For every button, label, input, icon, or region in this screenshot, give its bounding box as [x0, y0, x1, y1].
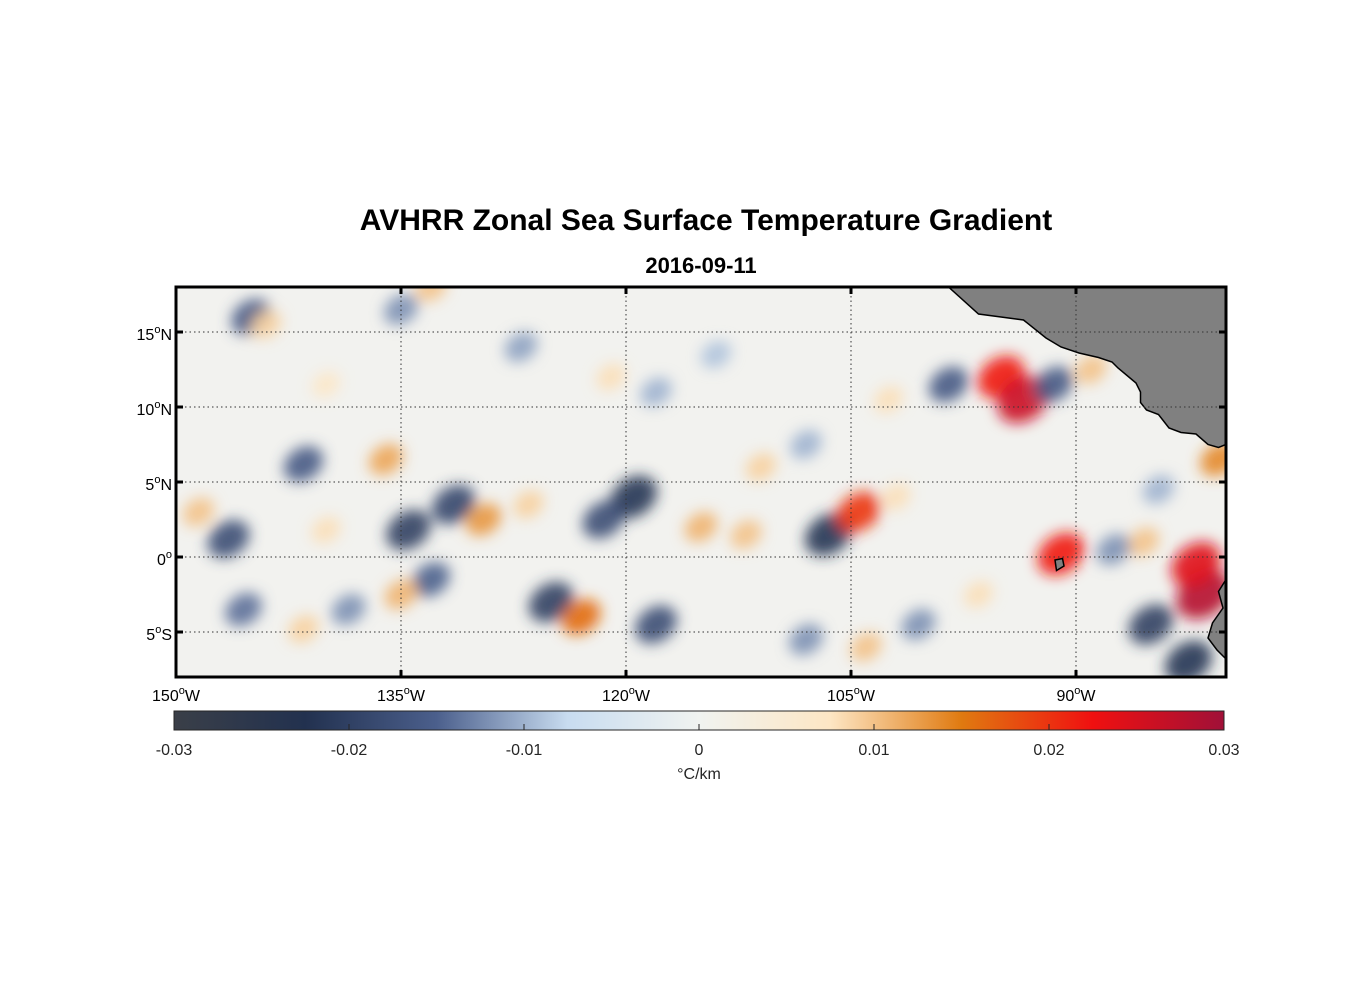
colorbar-tick-label: -0.03	[156, 742, 193, 759]
cold-gradient-patch	[635, 605, 677, 644]
cold-gradient-patch	[790, 430, 822, 459]
colorbar: -0.03 -0.02 -0.01 0 0.01 0.02 0.03 °C/km	[156, 710, 1240, 783]
warm-gradient-patch	[963, 581, 994, 608]
lon-tick-label: 90oW	[1056, 685, 1096, 705]
lon-tick-label: 135oW	[377, 685, 426, 705]
warm-gradient-patch	[1171, 542, 1221, 587]
colorbar-tick-label: 0	[695, 742, 704, 759]
cold-gradient-patch	[582, 500, 625, 539]
warm-gradient-patch	[850, 632, 882, 662]
warm-gradient-patch	[288, 615, 319, 643]
warm-gradient-patch	[561, 599, 601, 635]
cold-gradient-patch	[1033, 366, 1074, 403]
warm-gradient-patch	[596, 363, 626, 391]
warm-gradient-patch	[513, 490, 544, 519]
warm-gradient-patch	[465, 503, 502, 536]
warm-gradient-patch	[730, 520, 762, 549]
cold-gradient-patch	[928, 366, 969, 403]
warm-gradient-patch	[1075, 355, 1107, 384]
warm-gradient-patch	[881, 483, 911, 511]
warm-gradient-patch	[873, 386, 904, 413]
cold-gradient-patch	[1128, 604, 1174, 645]
cold-gradient-patch	[207, 519, 250, 559]
cold-gradient-patch	[528, 581, 574, 623]
cold-gradient-patch	[431, 484, 476, 525]
cold-gradient-patch	[386, 509, 431, 551]
cold-gradient-patch	[1165, 640, 1212, 677]
south-america-landmass	[1207, 578, 1226, 677]
lon-tick-label: 120oW	[602, 685, 651, 705]
cold-gradient-patch	[331, 593, 366, 626]
chart-subtitle: 2016-09-11	[645, 253, 757, 278]
warm-gradient-patch	[415, 287, 447, 302]
lat-tick-label: 15oN	[137, 324, 172, 344]
colorbar-tick-label: 0.03	[1208, 742, 1239, 759]
warm-gradient-patch	[1037, 532, 1085, 576]
cold-gradient-patch	[700, 340, 732, 369]
warm-gradient-patch	[684, 511, 718, 543]
cold-gradient-patch	[411, 562, 451, 597]
warm-gradient-patch	[1200, 442, 1226, 477]
land-mask	[947, 287, 1226, 677]
cold-gradient-patch	[225, 592, 262, 627]
warm-gradient-patch	[1127, 527, 1160, 557]
colorbar-tick-label: -0.02	[331, 742, 368, 759]
warm-gradient-patch	[250, 310, 282, 339]
warm-gradient-patch	[311, 516, 341, 544]
colorbar-tick-label: 0.01	[858, 742, 889, 759]
colorbar-unit-label: °C/km	[677, 766, 721, 783]
warm-gradient-patch	[182, 497, 215, 527]
chart-title: AVHRR Zonal Sea Surface Temperature Grad…	[359, 204, 1053, 237]
lat-tick-label: 0o	[157, 549, 172, 569]
warm-gradient-patch	[312, 371, 340, 398]
lat-tick-label: 5oN	[145, 474, 172, 494]
colorbar-tick-label: -0.01	[506, 742, 543, 759]
colorbar-tick-label: 0.02	[1033, 742, 1064, 759]
galapagos-island	[1054, 557, 1065, 572]
lat-tick-label: 10oN	[137, 399, 172, 419]
warm-gradient-patch	[368, 443, 404, 476]
cold-gradient-patch	[504, 331, 538, 363]
lon-tick-label: 105oW	[827, 685, 876, 705]
cold-gradient-patch	[640, 377, 672, 407]
warm-gradient-patch	[745, 453, 777, 481]
lat-tick-label: 5oS	[146, 624, 172, 644]
central-america-landmass	[947, 287, 1226, 449]
cold-gradient-patch	[283, 446, 324, 482]
lon-tick-label: 150oW	[152, 685, 201, 705]
map-gridlines	[176, 287, 1226, 677]
warm-gradient-patch	[836, 491, 881, 533]
